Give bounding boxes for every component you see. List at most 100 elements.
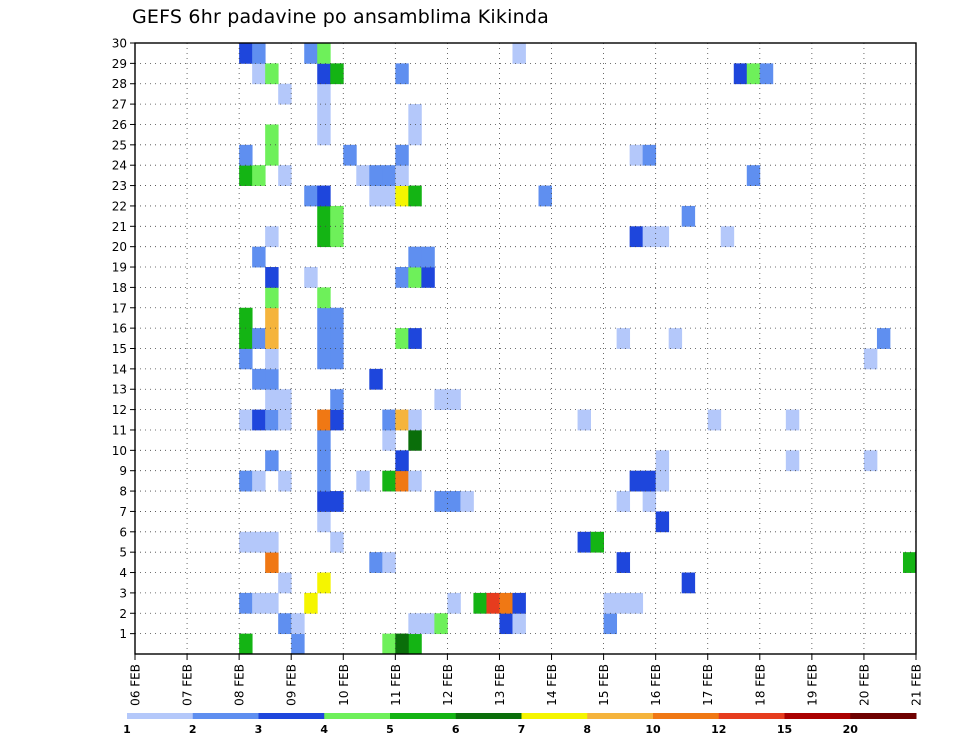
y-tick-label: 12 [112,403,127,417]
colorbar-label: 8 [583,723,591,736]
heatmap-cell [278,165,292,186]
y-tick-label: 10 [112,444,127,458]
heatmap-cell [603,592,618,614]
heatmap-cell [265,124,279,146]
heatmap-cell [395,450,409,472]
heatmap-cell [265,226,279,248]
x-tick-label: 08 FEB [233,664,247,706]
heatmap-cell [317,511,331,533]
heatmap-cell [434,613,448,635]
heatmap-cell [642,491,657,512]
x-tick-label: 16 FEB [649,664,663,706]
heatmap-cell [785,409,800,431]
heatmap-cell [252,592,266,614]
colorbar-label: 1 [123,723,131,736]
heatmap-cell [330,307,344,329]
heatmap-cell [252,531,266,553]
colorbar-label: 15 [777,723,792,736]
heatmap-cell [577,409,591,431]
y-tick-label: 8 [119,485,127,499]
y-tick-label: 22 [112,199,127,213]
heatmap-cell [434,389,448,410]
colorbar-swatch [324,713,391,719]
x-tick-label: 11 FEB [389,664,403,706]
heatmap-cell [955,552,960,573]
heatmap-cell [668,328,683,349]
heatmap-cell [447,389,461,410]
heatmap-cell [239,348,253,370]
heatmap-cell [408,124,422,146]
heatmap-cell [265,144,279,166]
heatmap-cell [616,328,631,349]
y-tick-label: 19 [112,261,127,275]
heatmap-cell [421,246,435,268]
heatmap-cell [629,144,644,166]
x-tick-label: 14 FEB [545,664,559,706]
heatmap-cell [643,2,656,23]
heatmap-cell [604,2,617,23]
heatmap-cell [278,613,292,635]
heatmap-cell [252,63,266,85]
y-tick-label: 7 [119,505,127,519]
colorbar-label: 12 [711,723,726,736]
x-axis: 06 FEB 07 FEB 08 FEB 09 FEB 10 FEB 11 FEB 12 F… [129,654,924,706]
heatmap-cell [733,63,748,85]
heatmap-cell [460,0,473,3]
y-tick-label: 2 [119,607,127,621]
colorbar-swatch [653,713,720,719]
colorbar-label: 3 [255,723,263,736]
x-tick-label: 13 FEB [493,664,507,706]
heatmap-cell [330,409,344,431]
heatmap-cell [408,613,422,635]
heatmap-cell [317,63,331,85]
heatmap-cell [785,450,800,472]
heatmap-cell [356,470,370,492]
heatmap-cell [395,43,409,44]
colorbar-swatch [258,713,325,719]
heatmap-cell [317,43,331,64]
colorbar-label: 2 [189,723,197,736]
colorbar-label: 7 [518,723,526,736]
heatmap-cell [408,328,422,349]
heatmap-cell [265,409,279,431]
heatmap-cell [382,552,396,573]
heatmap-cell [642,470,657,492]
heatmap-cell [330,63,344,85]
heatmap-cell [395,63,409,85]
heatmap-cell [317,287,331,309]
heatmap-cell [759,63,774,85]
heatmap-cell [239,409,253,431]
heatmap-cell [278,389,292,410]
colorbar-swatch [390,713,457,719]
heatmap-cell [408,267,422,288]
heatmap-cell [317,43,331,44]
heatmap-cells [239,0,960,654]
heatmap-cell [395,470,409,492]
colorbar-swatch [455,713,522,719]
y-tick-label: 13 [112,383,127,397]
heatmap-cell [252,368,266,390]
y-tick-label: 14 [112,362,127,376]
heatmap-cell [629,470,644,492]
heatmap-cell [252,470,266,492]
heatmap-cell [252,43,266,64]
heatmap-cell [239,144,253,166]
heatmap-cell [707,409,722,431]
heatmap-cell [642,144,657,166]
chart-title: GEFS 6hr padavine po ansamblima Kikinda [132,6,549,28]
colorbar-label: 10 [645,723,661,736]
heatmap-cell [655,450,670,472]
heatmap-cell [330,226,344,248]
y-tick-label: 23 [112,179,127,193]
heatmap-cell [408,43,422,44]
heatmap-cell [239,470,253,492]
heatmap-cell [317,307,331,329]
heatmap-cell [343,144,357,166]
heatmap-cell [369,165,383,186]
colorbar-swatch [587,713,654,719]
heatmap-cell [630,2,643,23]
colorbar-swatch [850,713,917,719]
heatmap-cell [447,592,461,614]
heatmap-cell [616,491,631,512]
heatmap-cell [317,572,331,594]
